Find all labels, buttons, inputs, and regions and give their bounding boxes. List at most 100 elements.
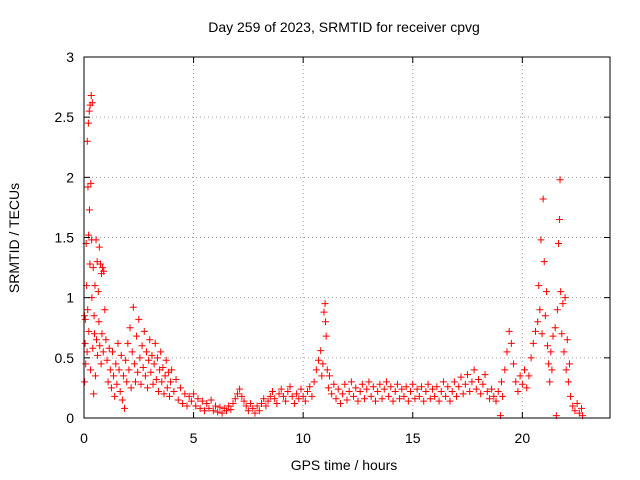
- data-point: [203, 400, 211, 408]
- data-point: [288, 392, 296, 400]
- data-point: [527, 354, 535, 362]
- data-point: [475, 375, 482, 383]
- data-point: [260, 395, 268, 403]
- data-point: [236, 385, 244, 393]
- data-point: [144, 384, 152, 392]
- data-point: [103, 356, 111, 364]
- data-point: [310, 378, 318, 386]
- data-point: [271, 395, 279, 403]
- data-point: [485, 395, 493, 403]
- data-point: [548, 366, 556, 374]
- data-point: [91, 372, 99, 380]
- data-point: [479, 380, 487, 388]
- data-point: [216, 403, 224, 411]
- data-point: [84, 183, 92, 191]
- data-point: [341, 380, 349, 388]
- data-point: [90, 390, 98, 398]
- data-point: [488, 385, 496, 393]
- data-point: [323, 366, 331, 374]
- data-point: [336, 400, 344, 408]
- data-point: [92, 236, 100, 244]
- data-point: [330, 380, 338, 388]
- data-point: [378, 395, 386, 403]
- data-point: [444, 383, 452, 391]
- data-point: [185, 392, 193, 400]
- data-point: [279, 392, 287, 400]
- chart-title: Day 259 of 2023, SRMTID for receiver cpv…: [208, 19, 480, 35]
- data-point: [420, 397, 428, 405]
- data-point: [523, 384, 531, 392]
- data-point: [201, 407, 209, 415]
- data-point: [431, 392, 439, 400]
- data-point: [273, 400, 281, 408]
- data-point: [284, 388, 292, 396]
- data-point: [365, 378, 373, 386]
- data-point: [123, 378, 131, 386]
- data-point: [155, 388, 163, 396]
- data-point: [172, 375, 180, 383]
- data-point: [165, 392, 173, 400]
- data-point: [249, 404, 257, 412]
- data-point: [402, 383, 410, 391]
- data-point: [350, 392, 358, 400]
- data-point: [554, 240, 562, 248]
- data-point: [192, 402, 200, 410]
- data-point: [132, 378, 140, 386]
- data-point: [133, 332, 141, 340]
- y-tick-label: 0: [66, 410, 74, 426]
- data-point: [96, 260, 104, 268]
- data-point: [149, 380, 157, 388]
- data-point: [264, 397, 272, 405]
- data-point: [214, 408, 222, 416]
- data-point: [322, 332, 330, 340]
- data-point: [393, 380, 401, 388]
- data-point: [282, 397, 290, 405]
- data-point: [382, 378, 390, 386]
- data-point: [96, 342, 104, 350]
- data-point: [455, 383, 463, 391]
- data-point: [91, 330, 99, 338]
- data-point: [162, 356, 170, 364]
- data-point: [117, 351, 125, 359]
- data-point: [544, 342, 552, 350]
- data-point: [535, 282, 543, 290]
- data-point: [334, 385, 342, 393]
- data-point: [295, 395, 303, 403]
- data-point: [238, 392, 246, 400]
- data-point: [83, 137, 91, 145]
- data-point: [277, 385, 285, 393]
- data-point: [242, 402, 250, 410]
- data-point: [116, 388, 124, 396]
- data-point: [400, 392, 408, 400]
- data-point: [426, 395, 434, 403]
- data-point: [129, 303, 137, 311]
- data-point: [376, 380, 384, 388]
- data-point: [322, 318, 330, 326]
- data-point: [101, 306, 109, 314]
- data-point: [411, 395, 419, 403]
- data-point: [151, 339, 159, 347]
- data-point: [324, 384, 332, 392]
- data-point: [407, 388, 415, 396]
- data-point: [442, 392, 450, 400]
- data-point: [88, 99, 96, 107]
- data-point: [556, 215, 564, 223]
- data-point: [106, 366, 114, 374]
- data-point: [138, 342, 146, 350]
- data-point: [85, 327, 93, 335]
- data-point: [354, 397, 362, 405]
- data-point: [542, 288, 550, 296]
- data-point: [152, 375, 160, 383]
- data-point: [157, 348, 165, 356]
- data-point: [490, 392, 498, 400]
- data-point: [205, 404, 213, 412]
- data-point: [514, 388, 522, 396]
- data-point: [100, 267, 108, 275]
- data-point: [369, 383, 377, 391]
- data-point: [92, 336, 100, 344]
- data-point: [547, 348, 555, 356]
- data-point: [418, 383, 426, 391]
- data-point: [512, 378, 520, 386]
- data-point: [207, 396, 215, 404]
- data-point: [158, 378, 166, 386]
